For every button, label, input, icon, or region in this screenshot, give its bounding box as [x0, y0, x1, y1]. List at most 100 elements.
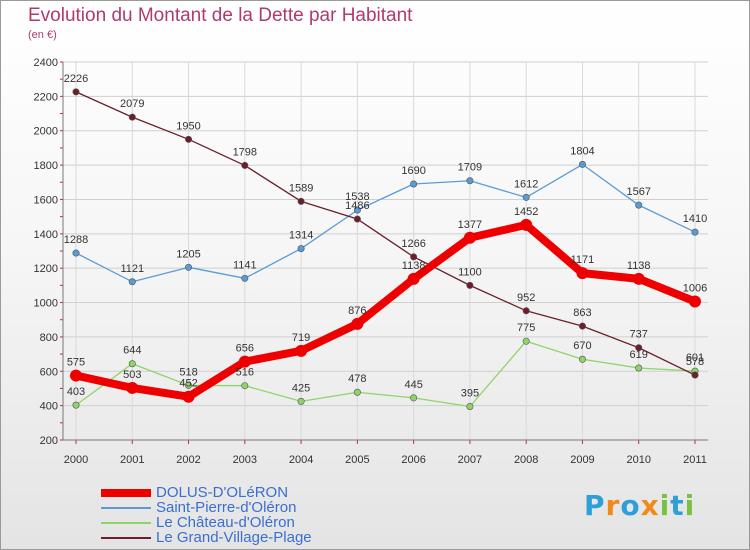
legend-swatch — [101, 507, 151, 509]
data-label: 1138 — [627, 260, 651, 272]
data-point — [466, 177, 474, 185]
data-label: 1452 — [514, 206, 538, 218]
data-point — [578, 355, 586, 363]
x-tick-label: 2007 — [458, 454, 482, 466]
y-tick-label: 2000 — [34, 126, 58, 138]
y-tick-label: 1400 — [34, 229, 58, 241]
data-label: 445 — [404, 379, 422, 391]
chart-title: Evolution du Montant de la Dette par Hab… — [28, 5, 413, 26]
data-point — [72, 249, 80, 257]
x-tick-label: 2006 — [401, 454, 425, 466]
y-tick-label: 600 — [40, 366, 58, 378]
x-tick-label: 2003 — [233, 454, 257, 466]
data-point — [72, 88, 80, 96]
data-label: 1121 — [120, 263, 144, 275]
data-label: 1266 — [401, 238, 425, 250]
data-label: 1804 — [570, 145, 594, 157]
data-label: 1798 — [233, 146, 257, 158]
data-point — [463, 231, 476, 244]
y-tick-label: 200 — [40, 435, 58, 447]
series-line — [75, 91, 696, 376]
data-label: 425 — [292, 382, 310, 394]
proxiti-logo: Proxiti — [584, 489, 695, 522]
data-point — [632, 272, 645, 285]
data-point — [466, 281, 474, 289]
data-point — [410, 180, 418, 188]
data-label: 1410 — [683, 213, 707, 225]
data-point — [689, 295, 701, 308]
data-point — [126, 381, 139, 394]
data-point — [182, 390, 195, 403]
data-label: 1288 — [64, 234, 88, 246]
data-label: 656 — [236, 343, 254, 355]
y-tick-label: 2400 — [34, 57, 58, 69]
legend-label: Saint-Pierre-d'Oléron — [156, 499, 297, 516]
data-point — [238, 355, 251, 368]
y-tick-label: 800 — [40, 332, 58, 344]
logo-letter: o — [620, 489, 641, 522]
data-label: 863 — [573, 307, 591, 319]
legend-swatch — [101, 537, 151, 539]
data-point — [128, 360, 136, 368]
data-label: 1138 — [402, 260, 426, 272]
data-point — [297, 245, 305, 253]
data-label: 1690 — [401, 165, 425, 177]
data-label: 719 — [292, 332, 310, 344]
y-tick-label: 1800 — [34, 160, 58, 172]
logo-letter: i — [684, 489, 696, 522]
data-point — [635, 364, 643, 372]
data-label: 1377 — [458, 219, 482, 231]
data-point — [297, 197, 305, 205]
data-point — [295, 344, 308, 357]
data-label: 478 — [348, 373, 366, 385]
data-point — [635, 344, 643, 352]
data-point — [466, 402, 474, 410]
data-label: 775 — [517, 322, 535, 334]
x-tick-label: 2010 — [626, 454, 650, 466]
data-label: 876 — [348, 305, 366, 317]
data-point — [522, 337, 530, 345]
data-label: 503 — [123, 369, 141, 381]
data-label: 1205 — [176, 248, 200, 260]
logo-letter: i — [659, 489, 671, 522]
data-point — [407, 272, 420, 285]
data-point — [578, 322, 586, 330]
data-point — [691, 371, 699, 379]
data-point — [353, 215, 361, 223]
data-point — [185, 135, 193, 143]
data-point — [72, 401, 80, 409]
data-point — [576, 267, 589, 280]
y-tick-label: 1600 — [34, 194, 58, 206]
data-point — [522, 193, 530, 201]
logo-letter: t — [670, 489, 685, 522]
data-label: 1950 — [176, 120, 200, 132]
data-point — [353, 388, 361, 396]
data-label: 516 — [236, 367, 254, 379]
series-line — [75, 163, 696, 283]
x-tick-label: 2005 — [345, 454, 369, 466]
logo-letter: r — [605, 489, 621, 522]
data-label: 1612 — [514, 178, 538, 190]
data-point — [520, 218, 533, 231]
data-label: 1567 — [626, 186, 650, 198]
logo-letter: P — [584, 489, 606, 522]
y-tick-label: 2200 — [34, 91, 58, 103]
data-point — [297, 397, 305, 405]
data-label: 670 — [573, 340, 591, 352]
data-label: 1171 — [571, 254, 595, 266]
series-line — [72, 220, 699, 401]
data-point — [241, 382, 249, 390]
series-line — [75, 340, 696, 408]
x-tick-label: 2000 — [64, 454, 88, 466]
x-tick-label: 2001 — [120, 454, 144, 466]
data-point — [351, 317, 364, 330]
data-label: 1006 — [683, 283, 707, 295]
data-label: 395 — [461, 387, 479, 399]
data-point — [410, 253, 418, 261]
data-label: 737 — [630, 329, 648, 341]
data-label: 601 — [686, 352, 704, 364]
data-point — [410, 394, 418, 402]
data-point — [128, 113, 136, 121]
